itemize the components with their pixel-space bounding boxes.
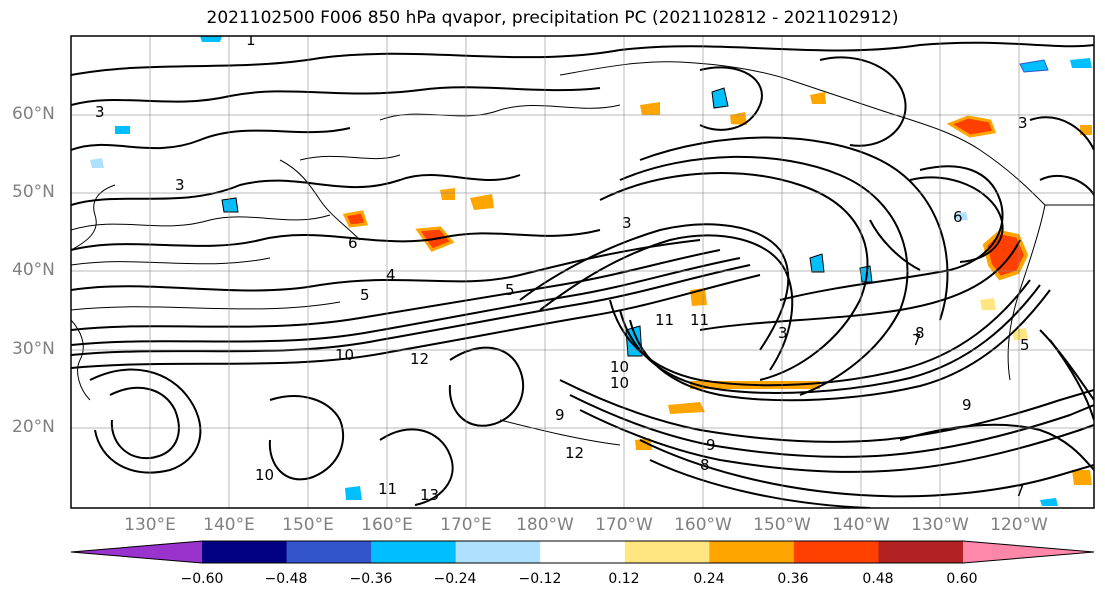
coastlines xyxy=(71,61,1094,401)
contour-label: 6 xyxy=(348,234,358,252)
lat-label: 30°N xyxy=(12,339,55,359)
colorbar-tick-label: −0.60 xyxy=(180,571,224,587)
lon-label: 140°W xyxy=(832,515,890,535)
contour-label-group: 1 3 3 5 4 5 6 3 3 11 12 10 9 10 8 7 12 1… xyxy=(95,31,1030,504)
contour-label: 5 xyxy=(1020,336,1030,354)
colorbar-tick-label: 0.48 xyxy=(862,571,894,587)
map-title: 2021102500 F006 850 hPa qvapor, precipit… xyxy=(206,8,899,28)
lon-label: 160°E xyxy=(361,515,413,535)
contour-label: 10 xyxy=(610,374,629,392)
colorbar-tick-label: −0.24 xyxy=(433,571,477,587)
map-content: 1 3 3 5 4 5 6 3 3 11 12 10 9 10 8 7 12 1… xyxy=(71,31,1094,508)
contour-label: 6 xyxy=(953,208,963,226)
colorbar-segment xyxy=(793,541,879,563)
contour-label: 5 xyxy=(360,286,370,304)
lon-label: 150°W xyxy=(753,515,811,535)
colorbar-segment xyxy=(286,541,372,563)
lon-label: 150°E xyxy=(282,515,334,535)
colorbar-segment xyxy=(455,541,541,563)
contour-label: 11 xyxy=(655,311,674,329)
contour-label: 11 xyxy=(690,311,709,329)
colorbar-tick-label: −0.12 xyxy=(518,571,562,587)
lon-label: 130°E xyxy=(124,515,176,535)
contour-label: 3 xyxy=(1018,114,1028,132)
contour-label: 12 xyxy=(410,350,429,368)
colorbar-segment xyxy=(878,541,964,563)
lon-label: 130°W xyxy=(911,515,969,535)
colorbar-outline xyxy=(70,540,1095,564)
contour-label: 10 xyxy=(610,358,629,376)
contour-label: 1 xyxy=(246,31,256,49)
colorbar-segment xyxy=(540,541,626,563)
contour-label: 7 xyxy=(1015,482,1025,500)
lat-label: 20°N xyxy=(12,417,55,437)
colorbar-tick-label: 0.36 xyxy=(777,571,809,587)
colorbar-tick-label: 0.60 xyxy=(946,571,978,587)
graticule xyxy=(71,36,1094,508)
colorbar-segment xyxy=(624,541,710,563)
map-frame xyxy=(70,35,1095,509)
lat-label: 40°N xyxy=(12,260,55,280)
contour-label: 3 xyxy=(95,103,105,121)
lat-label: 60°N xyxy=(12,104,55,124)
lon-label: 120°W xyxy=(990,515,1048,535)
colorbar-segments xyxy=(71,541,1094,563)
contour-label: 3 xyxy=(175,176,185,194)
colorbar-tick-label: 0.12 xyxy=(608,571,640,587)
contour-label: 8 xyxy=(915,324,925,342)
colorbar-tick-label: −0.48 xyxy=(264,571,308,587)
contour-label: 3 xyxy=(778,324,788,342)
contour-label: 9 xyxy=(962,396,972,414)
contour-label: 9 xyxy=(706,436,716,454)
colorbar-segment xyxy=(202,541,288,563)
contour-label: 8 xyxy=(700,456,710,474)
lon-label: 160°W xyxy=(674,515,732,535)
contour-label: 5 xyxy=(505,281,515,299)
colorbar-tick-label: 0.24 xyxy=(693,571,725,587)
contour-label: 7 xyxy=(912,331,922,349)
colorbar-tick-label: −0.36 xyxy=(349,571,393,587)
lon-label: 140°E xyxy=(203,515,255,535)
contour-label: 10 xyxy=(255,466,274,484)
colorbar-segment xyxy=(371,541,457,563)
lon-label: 180°W xyxy=(516,515,574,535)
contour-label: 11 xyxy=(378,480,397,498)
contour-label: 3 xyxy=(622,214,632,232)
lon-label: 170°W xyxy=(595,515,653,535)
colorbar-extend-high xyxy=(963,541,1094,563)
lon-label: 170°E xyxy=(440,515,492,535)
contour-lines xyxy=(71,41,1094,508)
contour-label: 9 xyxy=(555,406,565,424)
contour-thin-lines xyxy=(71,104,621,446)
contour-label: 13 xyxy=(420,486,439,504)
colorbar-segment xyxy=(709,541,795,563)
contour-label: 12 xyxy=(565,444,584,462)
contour-label: 4 xyxy=(386,266,396,284)
lat-label: 50°N xyxy=(12,182,55,202)
colorbar-extend-low xyxy=(71,541,202,563)
contour-label: 10 xyxy=(335,346,354,364)
